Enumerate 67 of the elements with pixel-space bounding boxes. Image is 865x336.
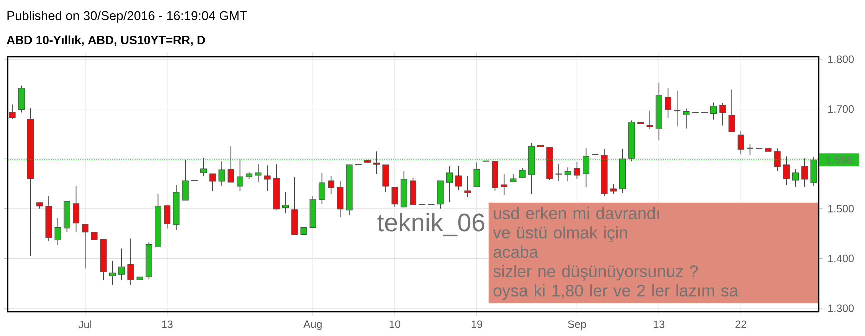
candlestick bbox=[374, 151, 380, 174]
candlestick bbox=[446, 166, 453, 203]
y-tick-label: 1.800 bbox=[828, 56, 854, 64]
candlestick bbox=[337, 181, 344, 218]
candlestick bbox=[464, 176, 472, 198]
x-tick-label: 19 bbox=[472, 320, 482, 328]
candlestick bbox=[802, 158, 808, 188]
annotation: ve üstü olmak için bbox=[493, 226, 628, 242]
candlestick bbox=[556, 164, 562, 182]
candlestick bbox=[210, 174, 216, 192]
candlestick bbox=[128, 238, 134, 286]
annotation: usd erken mi davrandı bbox=[494, 207, 660, 220]
candlestick bbox=[109, 260, 116, 286]
candlestick bbox=[164, 206, 171, 230]
x-tick-label: 10 bbox=[390, 320, 401, 328]
candlestick bbox=[792, 169, 800, 188]
candlestick bbox=[774, 148, 781, 172]
y-tick-label: 1.400 bbox=[828, 254, 854, 262]
candlestick bbox=[437, 180, 444, 210]
x-tick-label: 22 bbox=[736, 320, 747, 328]
candlestick bbox=[738, 130, 744, 156]
candlestick bbox=[264, 165, 271, 192]
candlestick bbox=[392, 187, 398, 208]
candlestick bbox=[382, 164, 390, 193]
candlestick bbox=[474, 162, 480, 188]
candlestick bbox=[710, 102, 718, 120]
candlestick bbox=[73, 186, 80, 233]
candlestick bbox=[255, 164, 262, 183]
annotation: acaba bbox=[494, 246, 539, 258]
annotation: oysa ki 1,80 ler ve 2 ler lazım sa bbox=[494, 284, 739, 300]
candlestick bbox=[282, 192, 290, 214]
candlestick bbox=[674, 90, 681, 128]
candlestick bbox=[328, 176, 335, 194]
candlestick bbox=[783, 156, 790, 186]
candlestick bbox=[646, 110, 654, 130]
candlestick bbox=[228, 146, 234, 183]
candlestick bbox=[410, 178, 417, 206]
candlestick bbox=[683, 108, 690, 130]
x-tick-label: 13 bbox=[654, 320, 665, 328]
candlestick bbox=[456, 166, 462, 191]
text: Published on 30/Sep/2016 - 16:19:04 GMT bbox=[8, 11, 248, 23]
y-tick-label: 1.500 bbox=[828, 205, 854, 213]
candlestick bbox=[82, 224, 89, 270]
candlestick bbox=[720, 102, 726, 126]
candlestick bbox=[519, 168, 526, 178]
candlestick bbox=[9, 104, 16, 120]
x-tick-label: 13 bbox=[162, 320, 173, 328]
candlestick bbox=[118, 248, 126, 281]
candlestick bbox=[574, 162, 580, 180]
annotation: sizler ne düşünüyorsunuz ? bbox=[494, 265, 698, 281]
candlestick bbox=[501, 174, 508, 196]
candlestick bbox=[318, 173, 326, 205]
y-tick-label: 1.300 bbox=[828, 304, 854, 312]
x-tick-label: Jul bbox=[78, 320, 92, 329]
candlestick bbox=[18, 85, 25, 114]
chart-title: ABD 10-Yıllık, ABD, US10YT=RR, D bbox=[7, 36, 206, 46]
x-tick-label: Aug bbox=[304, 320, 322, 330]
candlestick bbox=[665, 88, 672, 119]
ref-line-label: 1.598 bbox=[826, 156, 852, 164]
candlestick bbox=[564, 167, 572, 182]
candlestick bbox=[746, 144, 754, 156]
candlestick bbox=[610, 184, 617, 194]
annotation: teknik_06 bbox=[378, 213, 485, 237]
y-tick-label: 1.700 bbox=[828, 106, 854, 114]
candlestick bbox=[54, 218, 62, 246]
candlestick bbox=[728, 89, 736, 133]
x-tick-label: Sep bbox=[568, 320, 586, 330]
